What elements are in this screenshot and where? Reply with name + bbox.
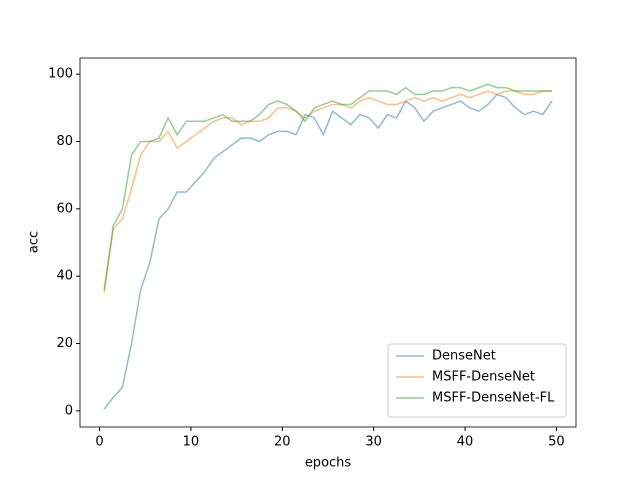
y-tick-label: 40 (56, 269, 73, 284)
x-axis-label: epochs (305, 456, 352, 471)
x-tick-label: 40 (457, 435, 474, 450)
x-tick-label: 20 (274, 435, 291, 450)
plot-frame (79, 57, 577, 428)
y-tick-label: 0 (65, 403, 73, 418)
y-tick-label: 80 (56, 134, 73, 149)
series-line (103, 93, 553, 410)
y-tick-label: 20 (56, 336, 73, 351)
x-tick-label: 0 (95, 435, 103, 450)
x-tick-label: 10 (183, 435, 200, 450)
y-tick-label: 60 (56, 201, 73, 216)
legend-label: MSFF-DenseNet (432, 370, 535, 385)
x-tick-label: 50 (548, 435, 565, 450)
legend-label: DenseNet (432, 349, 496, 364)
y-tick-label: 100 (48, 67, 73, 82)
y-axis-label: acc (27, 231, 42, 253)
legend-label: MSFF-DenseNet-FL (432, 391, 555, 406)
legend-box (387, 343, 567, 418)
series-line (103, 83, 552, 290)
x-tick-label: 30 (365, 435, 382, 450)
series-line (103, 90, 552, 294)
